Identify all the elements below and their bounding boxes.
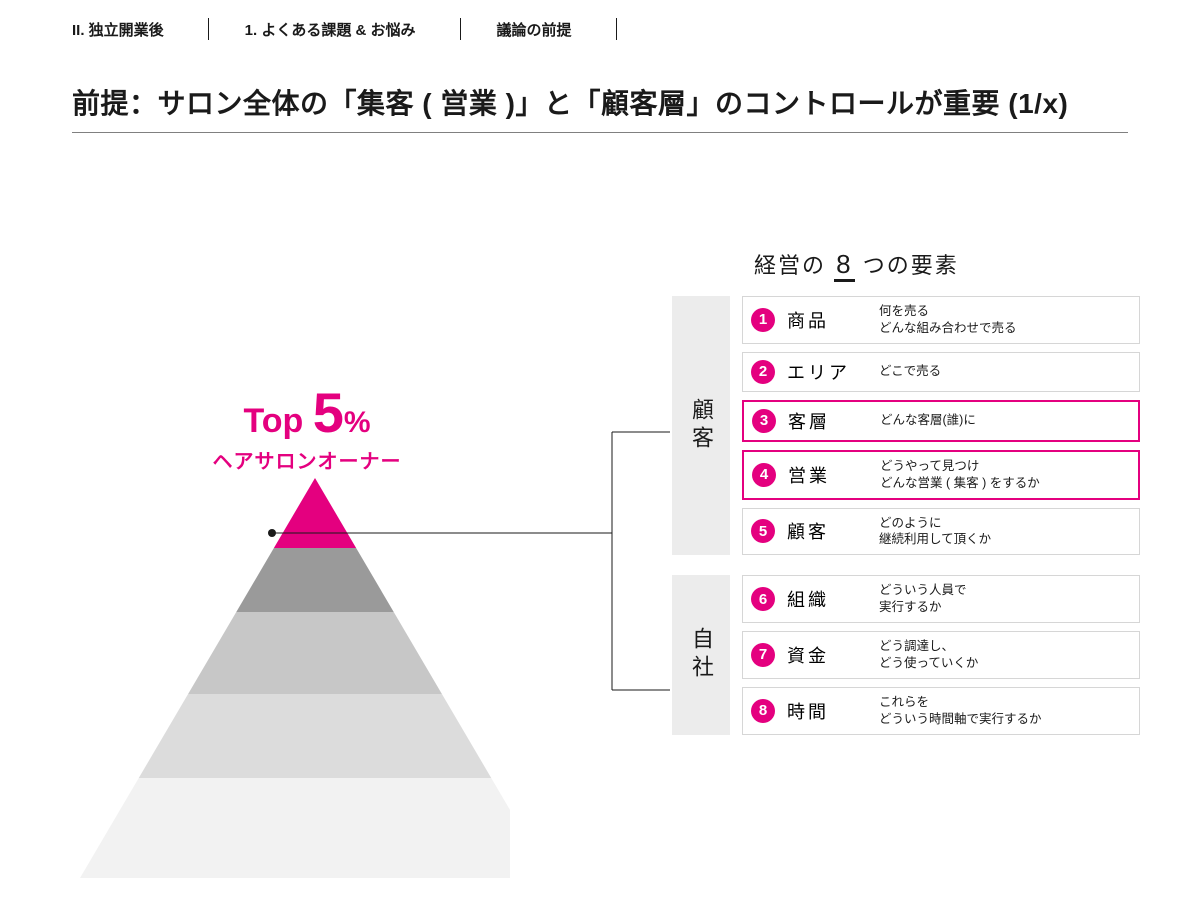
top5-prefix: Top	[243, 402, 312, 440]
breadcrumb-item: 1. よくある課題 & お悩み	[245, 19, 460, 40]
element-description: どう調達し、どう使っていくか	[879, 638, 978, 672]
pyramid-svg	[40, 478, 510, 878]
breadcrumb-item: 議論の前提	[497, 19, 616, 40]
group-tag: 顧客	[672, 296, 730, 555]
element-number-badge: 3	[752, 409, 776, 433]
breadcrumb-separator	[616, 18, 617, 40]
pyramid-layer-5	[80, 778, 510, 878]
element-name: 営業	[788, 462, 868, 488]
top5-suffix: %	[344, 406, 371, 439]
element-item: 6 組織どういう人員で実行するか	[742, 575, 1140, 623]
element-item: 4 営業どうやって見つけどんな営業 ( 集客 ) をするか	[742, 450, 1140, 500]
pointer-dot	[268, 529, 276, 537]
top5-subtitle: ヘアサロンオーナー	[132, 445, 482, 474]
element-number-badge: 4	[752, 463, 776, 487]
element-description: これらをどういう時間軸で実行するか	[879, 694, 1042, 728]
element-item: 8 時間これらをどういう時間軸で実行するか	[742, 687, 1140, 735]
group-items: 1 商品何を売るどんな組み合わせで売る 2 エリアどこで売る 3 客層どんな客層(誰)に 4…	[742, 296, 1140, 555]
element-description: 何を売るどんな組み合わせで売る	[879, 303, 1017, 337]
breadcrumb-separator	[460, 18, 461, 40]
eight-elements-heading: 経営の 8 つの要素	[754, 248, 959, 280]
breadcrumb-separator	[208, 18, 209, 40]
group-items: 6 組織どういう人員で実行するか 7 資金どう調達し、どう使っていくか 8 時間これらをど…	[742, 575, 1140, 734]
page-title: 前提：サロン全体の「集客 ( 営業 )」と「顧客層」のコントロールが重要 (1/…	[72, 82, 1128, 133]
element-description: どこで売る	[879, 363, 941, 380]
element-item: 3 客層どんな客層(誰)に	[742, 400, 1140, 442]
element-name: 時間	[787, 698, 867, 724]
breadcrumb-item: II. 独立開業後	[72, 19, 208, 40]
pyramid-layer-4	[139, 694, 492, 778]
pyramid-chart	[40, 478, 510, 878]
element-group: 自社 6 組織どういう人員で実行するか 7 資金どう調達し、どう使っていくか 8 時間これら…	[672, 575, 1140, 734]
element-number-badge: 7	[751, 643, 775, 667]
pyramid-layer-2	[236, 548, 393, 612]
element-item: 1 商品何を売るどんな組み合わせで売る	[742, 296, 1140, 344]
element-item: 2 エリアどこで売る	[742, 352, 1140, 392]
top5-number: 5	[313, 381, 344, 444]
element-name: 資金	[787, 642, 867, 668]
element-name: 客層	[788, 408, 868, 434]
element-description: どのように継続利用して頂くか	[879, 515, 991, 549]
element-item: 5 顧客どのように継続利用して頂くか	[742, 508, 1140, 556]
element-number-badge: 5	[751, 519, 775, 543]
eight-number: 8	[834, 249, 854, 282]
pyramid-layer-1	[274, 478, 356, 548]
element-number-badge: 1	[751, 308, 775, 332]
eight-elements-list: 顧客 1 商品何を売るどんな組み合わせで売る 2 エリアどこで売る 3 客層どんな客層(誰)…	[672, 296, 1140, 755]
group-tag: 自社	[672, 575, 730, 734]
element-item: 7 資金どう調達し、どう使っていくか	[742, 631, 1140, 679]
element-description: どんな客層(誰)に	[880, 412, 976, 429]
pyramid-layer-3	[188, 612, 442, 694]
breadcrumb: II. 独立開業後 1. よくある課題 & お悩み 議論の前提	[72, 18, 653, 40]
element-number-badge: 6	[751, 587, 775, 611]
element-name: エリア	[787, 359, 867, 385]
element-description: どういう人員で実行するか	[879, 582, 967, 616]
element-number-badge: 2	[751, 360, 775, 384]
element-description: どうやって見つけどんな営業 ( 集客 ) をするか	[880, 458, 1040, 492]
element-name: 顧客	[787, 518, 867, 544]
element-name: 商品	[787, 307, 867, 333]
element-group: 顧客 1 商品何を売るどんな組み合わせで売る 2 エリアどこで売る 3 客層どんな客層(誰)…	[672, 296, 1140, 555]
eight-prefix: 経営の	[754, 253, 834, 278]
element-name: 組織	[787, 586, 867, 612]
eight-suffix: つの要素	[855, 253, 959, 278]
pyramid-caption: Top 5% ヘアサロンオーナー	[132, 380, 482, 474]
element-number-badge: 8	[751, 699, 775, 723]
